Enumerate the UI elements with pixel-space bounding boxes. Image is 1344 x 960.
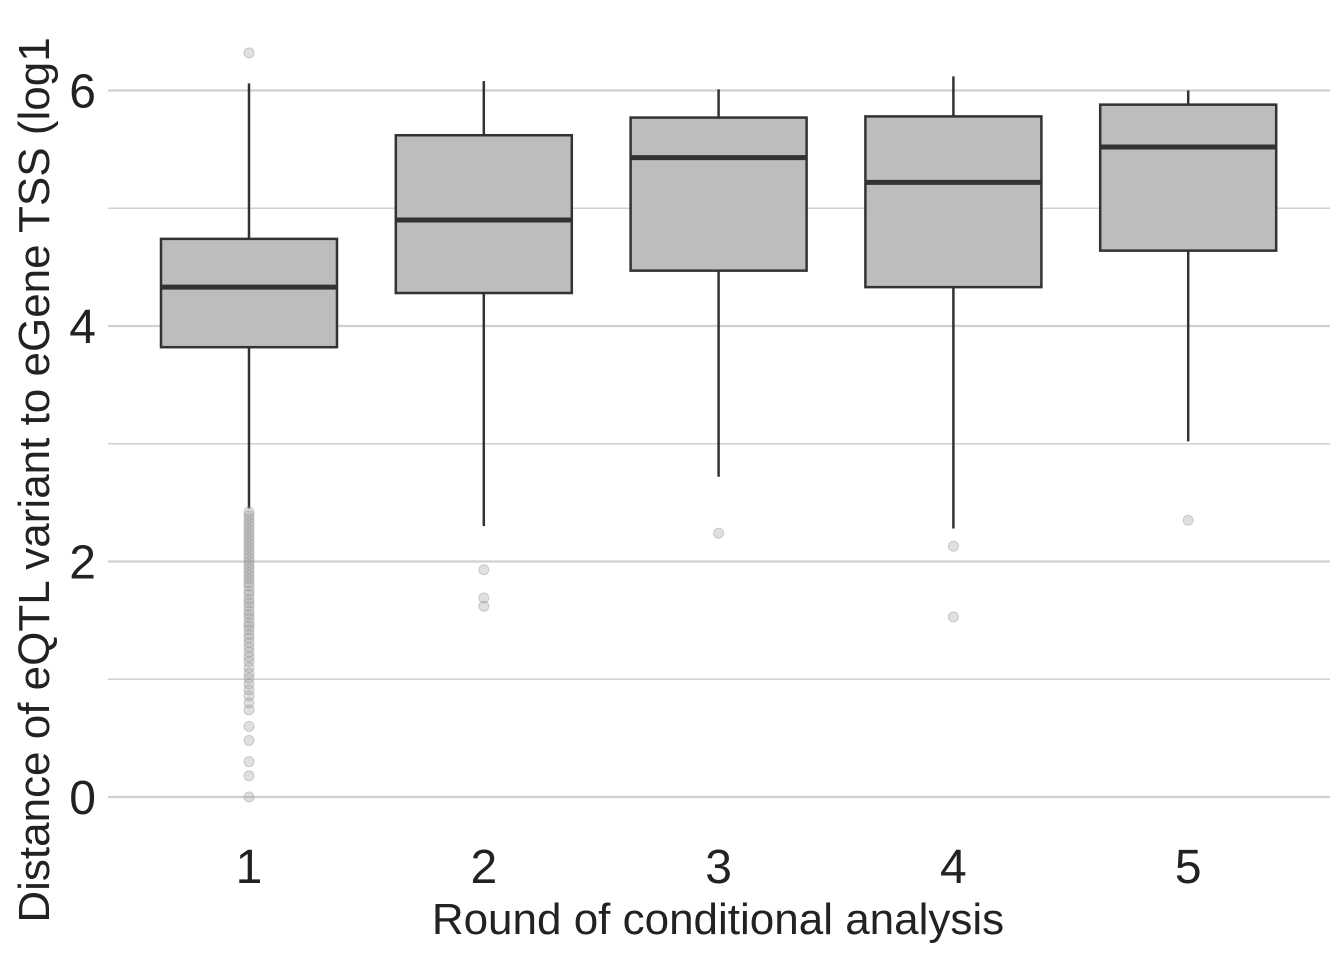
outlier-point <box>243 667 255 679</box>
outlier-point <box>243 656 255 668</box>
outlier-point <box>243 697 255 709</box>
outlier-point <box>478 600 490 612</box>
outlier-point <box>243 756 255 768</box>
outlier-point <box>243 585 255 597</box>
outlier-point <box>243 605 255 617</box>
interquartile-box <box>864 115 1043 289</box>
outlier-point <box>243 580 255 592</box>
outlier-point <box>243 577 255 589</box>
x-axis-label: Round of conditional analysis <box>432 895 1004 944</box>
outlier-points <box>243 47 1194 803</box>
outlier-point <box>243 620 255 632</box>
outlier-point <box>243 612 255 624</box>
outlier-point <box>243 597 255 609</box>
outlier-point <box>243 646 255 658</box>
outlier-point <box>1182 514 1194 526</box>
x-tick-label: 4 <box>940 841 967 894</box>
outlier-point <box>243 570 255 582</box>
outlier-point <box>243 704 255 716</box>
outlier-point <box>478 592 490 604</box>
outlier-point <box>243 573 255 585</box>
outlier-point <box>243 47 255 59</box>
outlier-point <box>713 527 725 539</box>
outlier-point <box>243 538 255 550</box>
outlier-point <box>243 510 255 522</box>
interquartile-box <box>1098 103 1278 252</box>
y-tick-label: 6 <box>69 66 96 119</box>
x-tick-label: 1 <box>236 841 263 894</box>
outlier-point <box>243 588 255 600</box>
outlier-point <box>243 545 255 557</box>
outlier-point <box>243 608 255 620</box>
outlier-point <box>243 506 255 518</box>
outlier-point <box>243 593 255 605</box>
outlier-point <box>243 548 255 560</box>
y-tick-label: 0 <box>69 772 96 825</box>
outlier-point <box>243 678 255 690</box>
outlier-point <box>243 651 255 663</box>
outlier-point <box>243 556 255 567</box>
outlier-point <box>243 617 255 629</box>
x-tick-label: 3 <box>705 841 732 894</box>
outlier-point <box>243 637 255 649</box>
outlier-point <box>243 541 255 553</box>
outlier-point <box>243 563 255 575</box>
outlier-point <box>243 559 255 571</box>
y-tick-label: 2 <box>69 537 96 590</box>
x-tick-label: 2 <box>470 841 497 894</box>
outlier-point <box>478 564 490 576</box>
outlier-point <box>243 629 255 641</box>
boxes <box>159 76 1278 529</box>
outlier-point <box>243 552 255 564</box>
outlier-point <box>243 527 255 539</box>
outlier-point <box>243 641 255 653</box>
outlier-point <box>243 684 255 696</box>
x-tick-label: 5 <box>1175 841 1202 894</box>
outlier-point <box>243 517 255 529</box>
box-category-1 <box>159 83 339 509</box>
outlier-point <box>243 624 255 636</box>
outlier-point <box>243 520 255 532</box>
box-category-2 <box>394 81 574 527</box>
y-tick-label: 4 <box>69 301 96 354</box>
box-category-5 <box>1098 90 1278 442</box>
outlier-point <box>947 611 959 623</box>
outlier-point <box>947 540 959 552</box>
outlier-point <box>243 690 255 702</box>
outlier-point <box>243 600 255 612</box>
outlier-point <box>243 513 255 525</box>
outlier-point <box>243 524 255 536</box>
interquartile-box <box>394 133 574 295</box>
outlier-point <box>243 534 255 546</box>
y-tick-labels: 0 2 4 6 <box>69 66 96 826</box>
outlier-point <box>243 661 255 673</box>
outlier-point <box>243 566 255 578</box>
outlier-point <box>243 791 255 803</box>
interquartile-box <box>629 116 808 272</box>
outlier-point <box>243 672 255 684</box>
outlier-point <box>243 734 255 746</box>
box-category-4 <box>864 76 1043 529</box>
outlier-point <box>243 632 255 644</box>
y-axis-label: Distance of eQTL variant to eGene TSS (l… <box>10 37 59 922</box>
x-tick-labels: 1 2 3 4 5 <box>236 841 1202 894</box>
outlier-point <box>243 531 255 543</box>
outlier-point <box>243 770 255 782</box>
interquartile-box <box>159 237 339 349</box>
outlier-point <box>243 720 255 732</box>
box-category-3 <box>629 89 808 477</box>
